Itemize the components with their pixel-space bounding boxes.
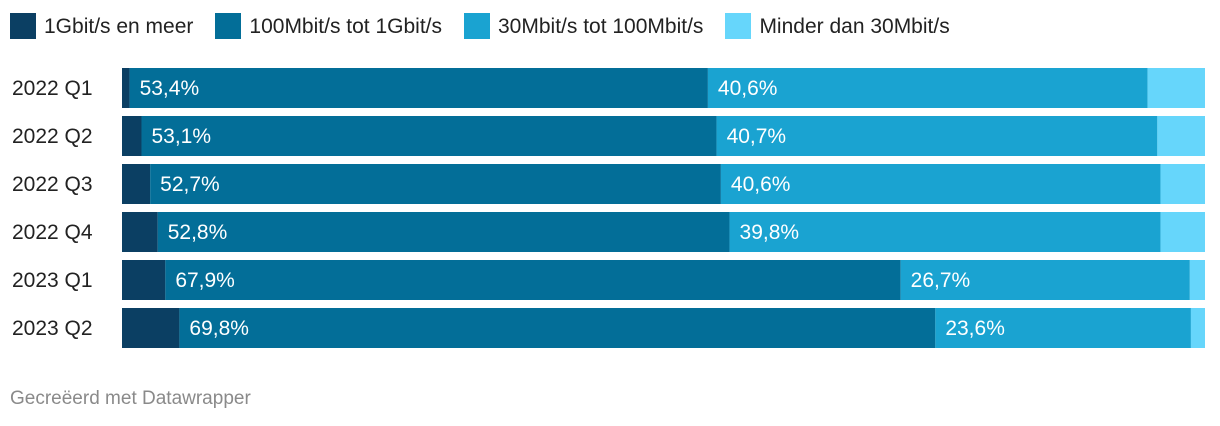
bar-segment [1147, 68, 1205, 108]
legend-item: Minder dan 30Mbit/s [725, 13, 950, 39]
category-label: 2023 Q1 [12, 269, 93, 292]
data-label: 52,8% [168, 221, 228, 244]
bar-segment [157, 212, 730, 252]
bar-segment [1157, 116, 1205, 156]
bar-segment [935, 308, 1191, 348]
data-label: 53,4% [140, 77, 200, 100]
bar-segment [165, 260, 901, 300]
legend-label: 1Gbit/s en meer [44, 14, 194, 38]
legend-label: Minder dan 30Mbit/s [759, 14, 950, 38]
legend-item: 30Mbit/s tot 100Mbit/s [464, 13, 703, 39]
data-label: 40,6% [731, 173, 791, 196]
data-label: 39,8% [740, 221, 800, 244]
bar-segment [122, 116, 142, 156]
legend-item: 1Gbit/s en meer [10, 13, 193, 39]
legend-swatch [215, 13, 242, 39]
data-label: 69,8% [189, 317, 249, 340]
legend-swatch [10, 13, 36, 39]
bar-segment [150, 164, 721, 204]
bar-segment [122, 212, 158, 252]
data-label: 52,7% [160, 173, 220, 196]
bar-segment [122, 68, 130, 108]
bar-segment [122, 260, 166, 300]
bar-segment [1160, 164, 1205, 204]
category-label: 2022 Q2 [12, 125, 93, 148]
bar-segment [1160, 212, 1205, 252]
bar-segment [720, 164, 1161, 204]
bar-segment [1189, 260, 1205, 300]
legend: 1Gbit/s en meer 100Mbit/s tot 1Gbit/s 30Mb… [10, 10, 950, 42]
data-label: 53,1% [151, 125, 211, 148]
bar-segment [141, 116, 717, 156]
data-label: 23,6% [945, 317, 1005, 340]
legend-label: 100Mbit/s tot 1Gbit/s [249, 14, 442, 38]
category-label: 2022 Q1 [12, 77, 93, 100]
category-label: 2023 Q2 [12, 317, 93, 340]
bar-segment [716, 116, 1158, 156]
data-label: 40,6% [718, 77, 778, 100]
bars-layer [122, 68, 1205, 348]
legend-swatch [464, 13, 490, 39]
category-labels-layer: 2022 Q1 2022 Q2 2022 Q3 2022 Q4 2023 Q1 2023 … [12, 77, 93, 340]
bar-segment [900, 260, 1190, 300]
data-label: 40,7% [727, 125, 787, 148]
legend-item: 100Mbit/s tot 1Gbit/s [215, 13, 442, 39]
bar-segment [707, 68, 1148, 108]
legend-label: 30Mbit/s tot 100Mbit/s [498, 14, 704, 38]
category-label: 2022 Q4 [12, 221, 93, 244]
value-labels-layer: 53,4% 40,6% 53,1% 40,7% 52,7% 40,6% 52,8% 39,8%… [140, 77, 1005, 340]
bar-segment [1190, 308, 1205, 348]
bar-segment [122, 164, 151, 204]
category-label: 2022 Q3 [12, 173, 93, 196]
footer-credit: Gecreëerd met Datawrapper [10, 388, 251, 409]
bar-segment [729, 212, 1161, 252]
bar-segment [129, 68, 708, 108]
bar-segment [179, 308, 936, 348]
bar-segment [122, 308, 180, 348]
legend-swatch [725, 13, 752, 39]
data-label: 67,9% [175, 269, 235, 292]
data-label: 26,7% [911, 269, 971, 292]
